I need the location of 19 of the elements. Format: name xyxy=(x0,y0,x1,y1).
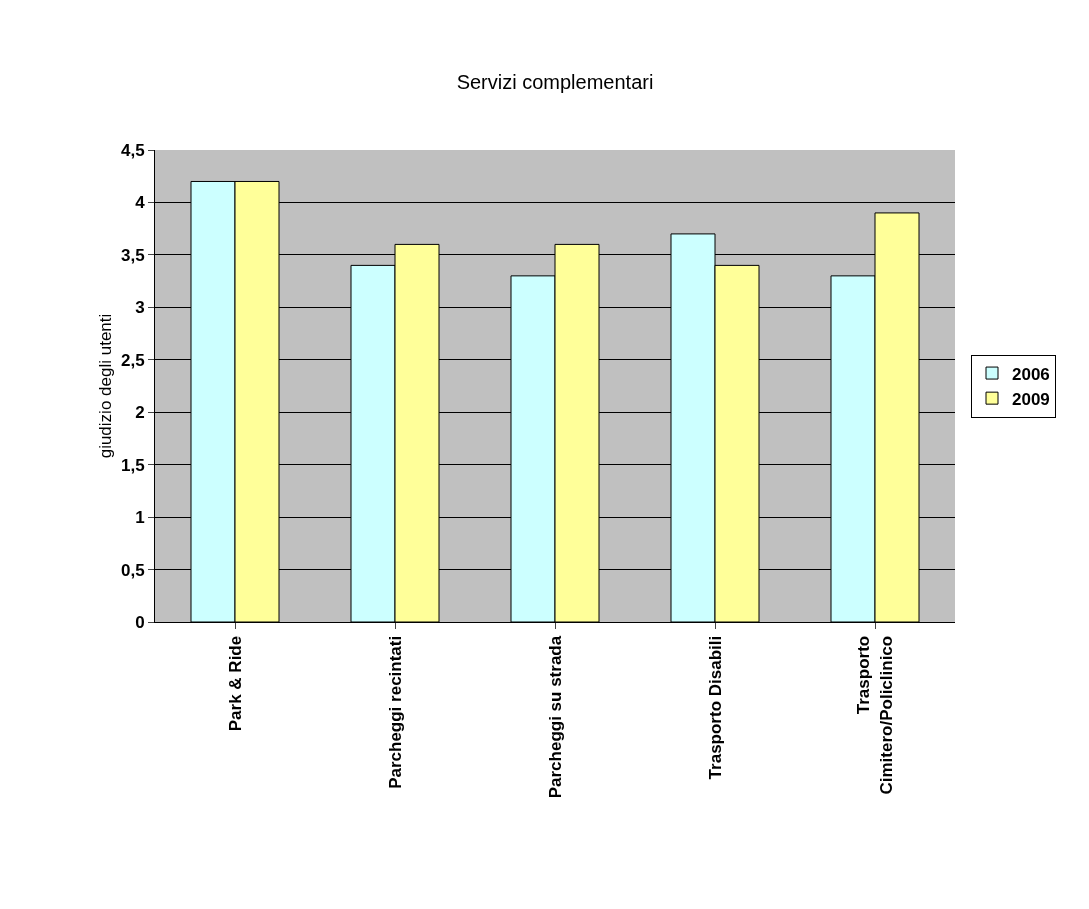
x-tick-label: Parcheggi recintati xyxy=(385,635,405,789)
y-tick-label: 1,5 xyxy=(120,455,145,475)
y-tick-label: 4,5 xyxy=(120,140,145,160)
y-tick-label: 2,5 xyxy=(120,350,145,370)
y-tick-label: 3,5 xyxy=(120,245,145,265)
y-axis-title: giudizio degli utenti xyxy=(96,313,115,459)
y-tick-label: 3 xyxy=(135,298,145,318)
y-tick-label: 1 xyxy=(135,508,145,528)
chart-title: Servizi complementari xyxy=(456,70,654,93)
y-tick-label: 0 xyxy=(135,612,145,632)
x-tick-label: Parcheggi su strada xyxy=(545,635,565,799)
y-tick-label: 4 xyxy=(135,193,146,213)
x-tick-label: Trasporto Disabili xyxy=(705,635,725,780)
legend-label: 2006 xyxy=(1012,364,1050,384)
x-tick-label: Park & Ride xyxy=(225,635,245,732)
y-tick-label: 0,5 xyxy=(120,560,145,580)
y-tick-label: 2 xyxy=(135,403,145,423)
x-tick-label: Trasporto Cimitero/Policlinico xyxy=(854,635,896,795)
legend-label: 2009 xyxy=(1012,389,1050,409)
